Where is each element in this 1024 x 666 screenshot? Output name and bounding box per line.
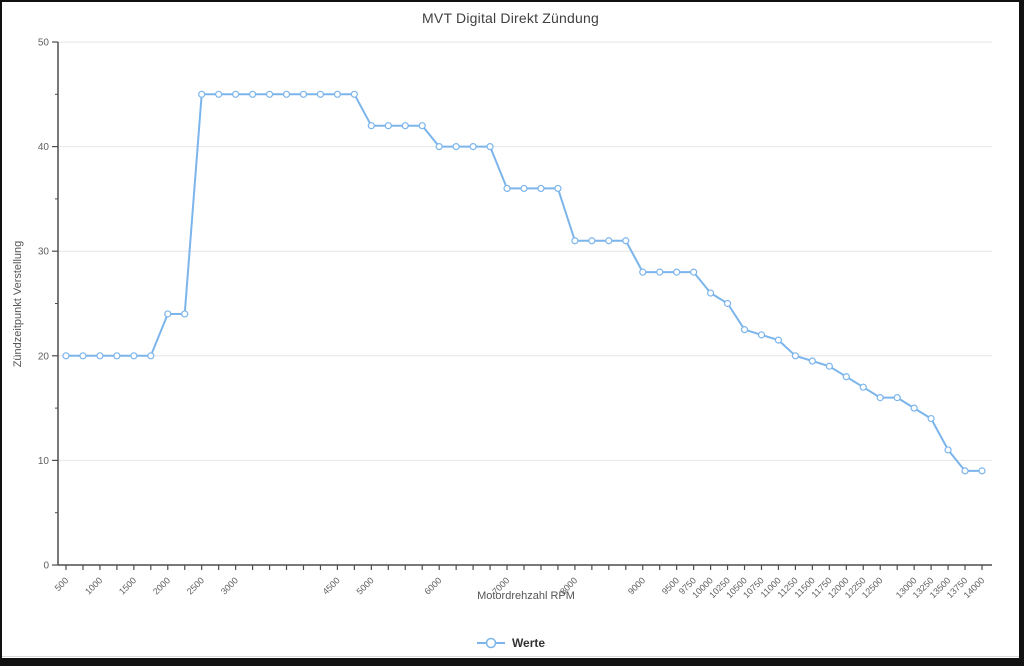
data-point-6250[interactable]: [452, 143, 460, 151]
data-point-13000[interactable]: [910, 404, 918, 412]
data-point-3750[interactable]: [282, 90, 291, 98]
data-point-500[interactable]: [62, 352, 70, 360]
data-point-9000[interactable]: [639, 268, 647, 276]
bottom-divider: [2, 656, 1019, 657]
data-point-7250[interactable]: [520, 184, 528, 193]
data-point-9250[interactable]: [656, 268, 664, 276]
data-point-10750[interactable]: [757, 331, 766, 339]
series-line-werte: [66, 93, 982, 472]
data-point-1000[interactable]: [96, 352, 104, 360]
y-axis-title: Zündzeitpunkt Verstellung: [12, 240, 24, 368]
data-point-12000[interactable]: [842, 373, 850, 381]
data-point-7500[interactable]: [537, 184, 545, 193]
y-tick-label-10: 10: [38, 456, 50, 467]
data-point-12250[interactable]: [859, 383, 867, 391]
data-point-3000[interactable]: [232, 90, 240, 98]
data-point-11250[interactable]: [791, 352, 800, 360]
chart-background: MVT Digital Direkt Zündung 0 10 20 30 40 50 50…: [2, 2, 1019, 658]
y-tick-label-40: 40: [38, 142, 50, 153]
data-point-13750[interactable]: [961, 467, 969, 475]
data-point-1500[interactable]: [130, 352, 138, 360]
data-point-2000[interactable]: [164, 310, 172, 318]
y-tick-label-50: 50: [38, 38, 50, 49]
data-point-10500[interactable]: [740, 326, 749, 334]
data-point-8500[interactable]: [605, 237, 613, 245]
y-tick-label-30: 30: [38, 247, 50, 258]
data-point-11000[interactable]: [774, 336, 783, 344]
data-point-5000[interactable]: [367, 122, 375, 130]
data-point-8000[interactable]: [571, 237, 579, 245]
data-point-1750[interactable]: [147, 352, 155, 360]
ignition-curve-chart: MVT Digital Direkt Zündung 0 10 20 30 40 50 50…: [2, 2, 1019, 658]
data-point-10250[interactable]: [723, 299, 732, 308]
data-point-750[interactable]: [79, 352, 87, 360]
data-point-7000[interactable]: [503, 184, 511, 193]
data-point-12500[interactable]: [876, 394, 884, 402]
data-point-3250[interactable]: [248, 90, 257, 98]
data-point-7750[interactable]: [554, 184, 562, 193]
data-point-6000[interactable]: [435, 143, 443, 151]
data-point-2250[interactable]: [181, 310, 189, 318]
data-point-6500[interactable]: [469, 143, 477, 151]
data-point-5250[interactable]: [384, 122, 392, 130]
y-tick-label-0: 0: [43, 561, 49, 572]
data-point-1250[interactable]: [113, 352, 121, 360]
data-point-12750[interactable]: [893, 394, 901, 402]
data-point-14000[interactable]: [978, 467, 986, 475]
y-tick-label-20: 20: [38, 351, 50, 362]
data-point-11750[interactable]: [825, 362, 833, 370]
data-point-2500[interactable]: [198, 90, 206, 98]
data-point-13250[interactable]: [927, 414, 935, 423]
legend-item-werte[interactable]: Werte: [2, 636, 1019, 650]
data-point-4250[interactable]: [316, 90, 325, 98]
data-point-9500[interactable]: [673, 268, 681, 276]
data-point-10000[interactable]: [706, 289, 715, 297]
data-point-2750[interactable]: [215, 90, 223, 98]
data-point-8250[interactable]: [588, 237, 596, 245]
data-point-9750[interactable]: [690, 268, 698, 276]
data-point-6750[interactable]: [486, 143, 494, 151]
data-point-4000[interactable]: [299, 90, 308, 98]
data-point-13500[interactable]: [944, 446, 952, 454]
data-point-4750[interactable]: [350, 90, 358, 98]
series-line-marker-icon: [476, 637, 505, 649]
data-point-8750[interactable]: [622, 237, 630, 245]
data-point-11500[interactable]: [808, 357, 816, 365]
legend-label: Werte: [511, 636, 546, 650]
data-point-5750[interactable]: [418, 122, 426, 130]
chart-title: MVT Digital Direkt Zündung: [422, 10, 599, 26]
data-point-5500[interactable]: [401, 122, 409, 130]
x-axis-title: Motordrehzahl RPM: [477, 590, 575, 602]
data-point-3500[interactable]: [265, 90, 274, 98]
data-point-4500[interactable]: [333, 90, 342, 98]
